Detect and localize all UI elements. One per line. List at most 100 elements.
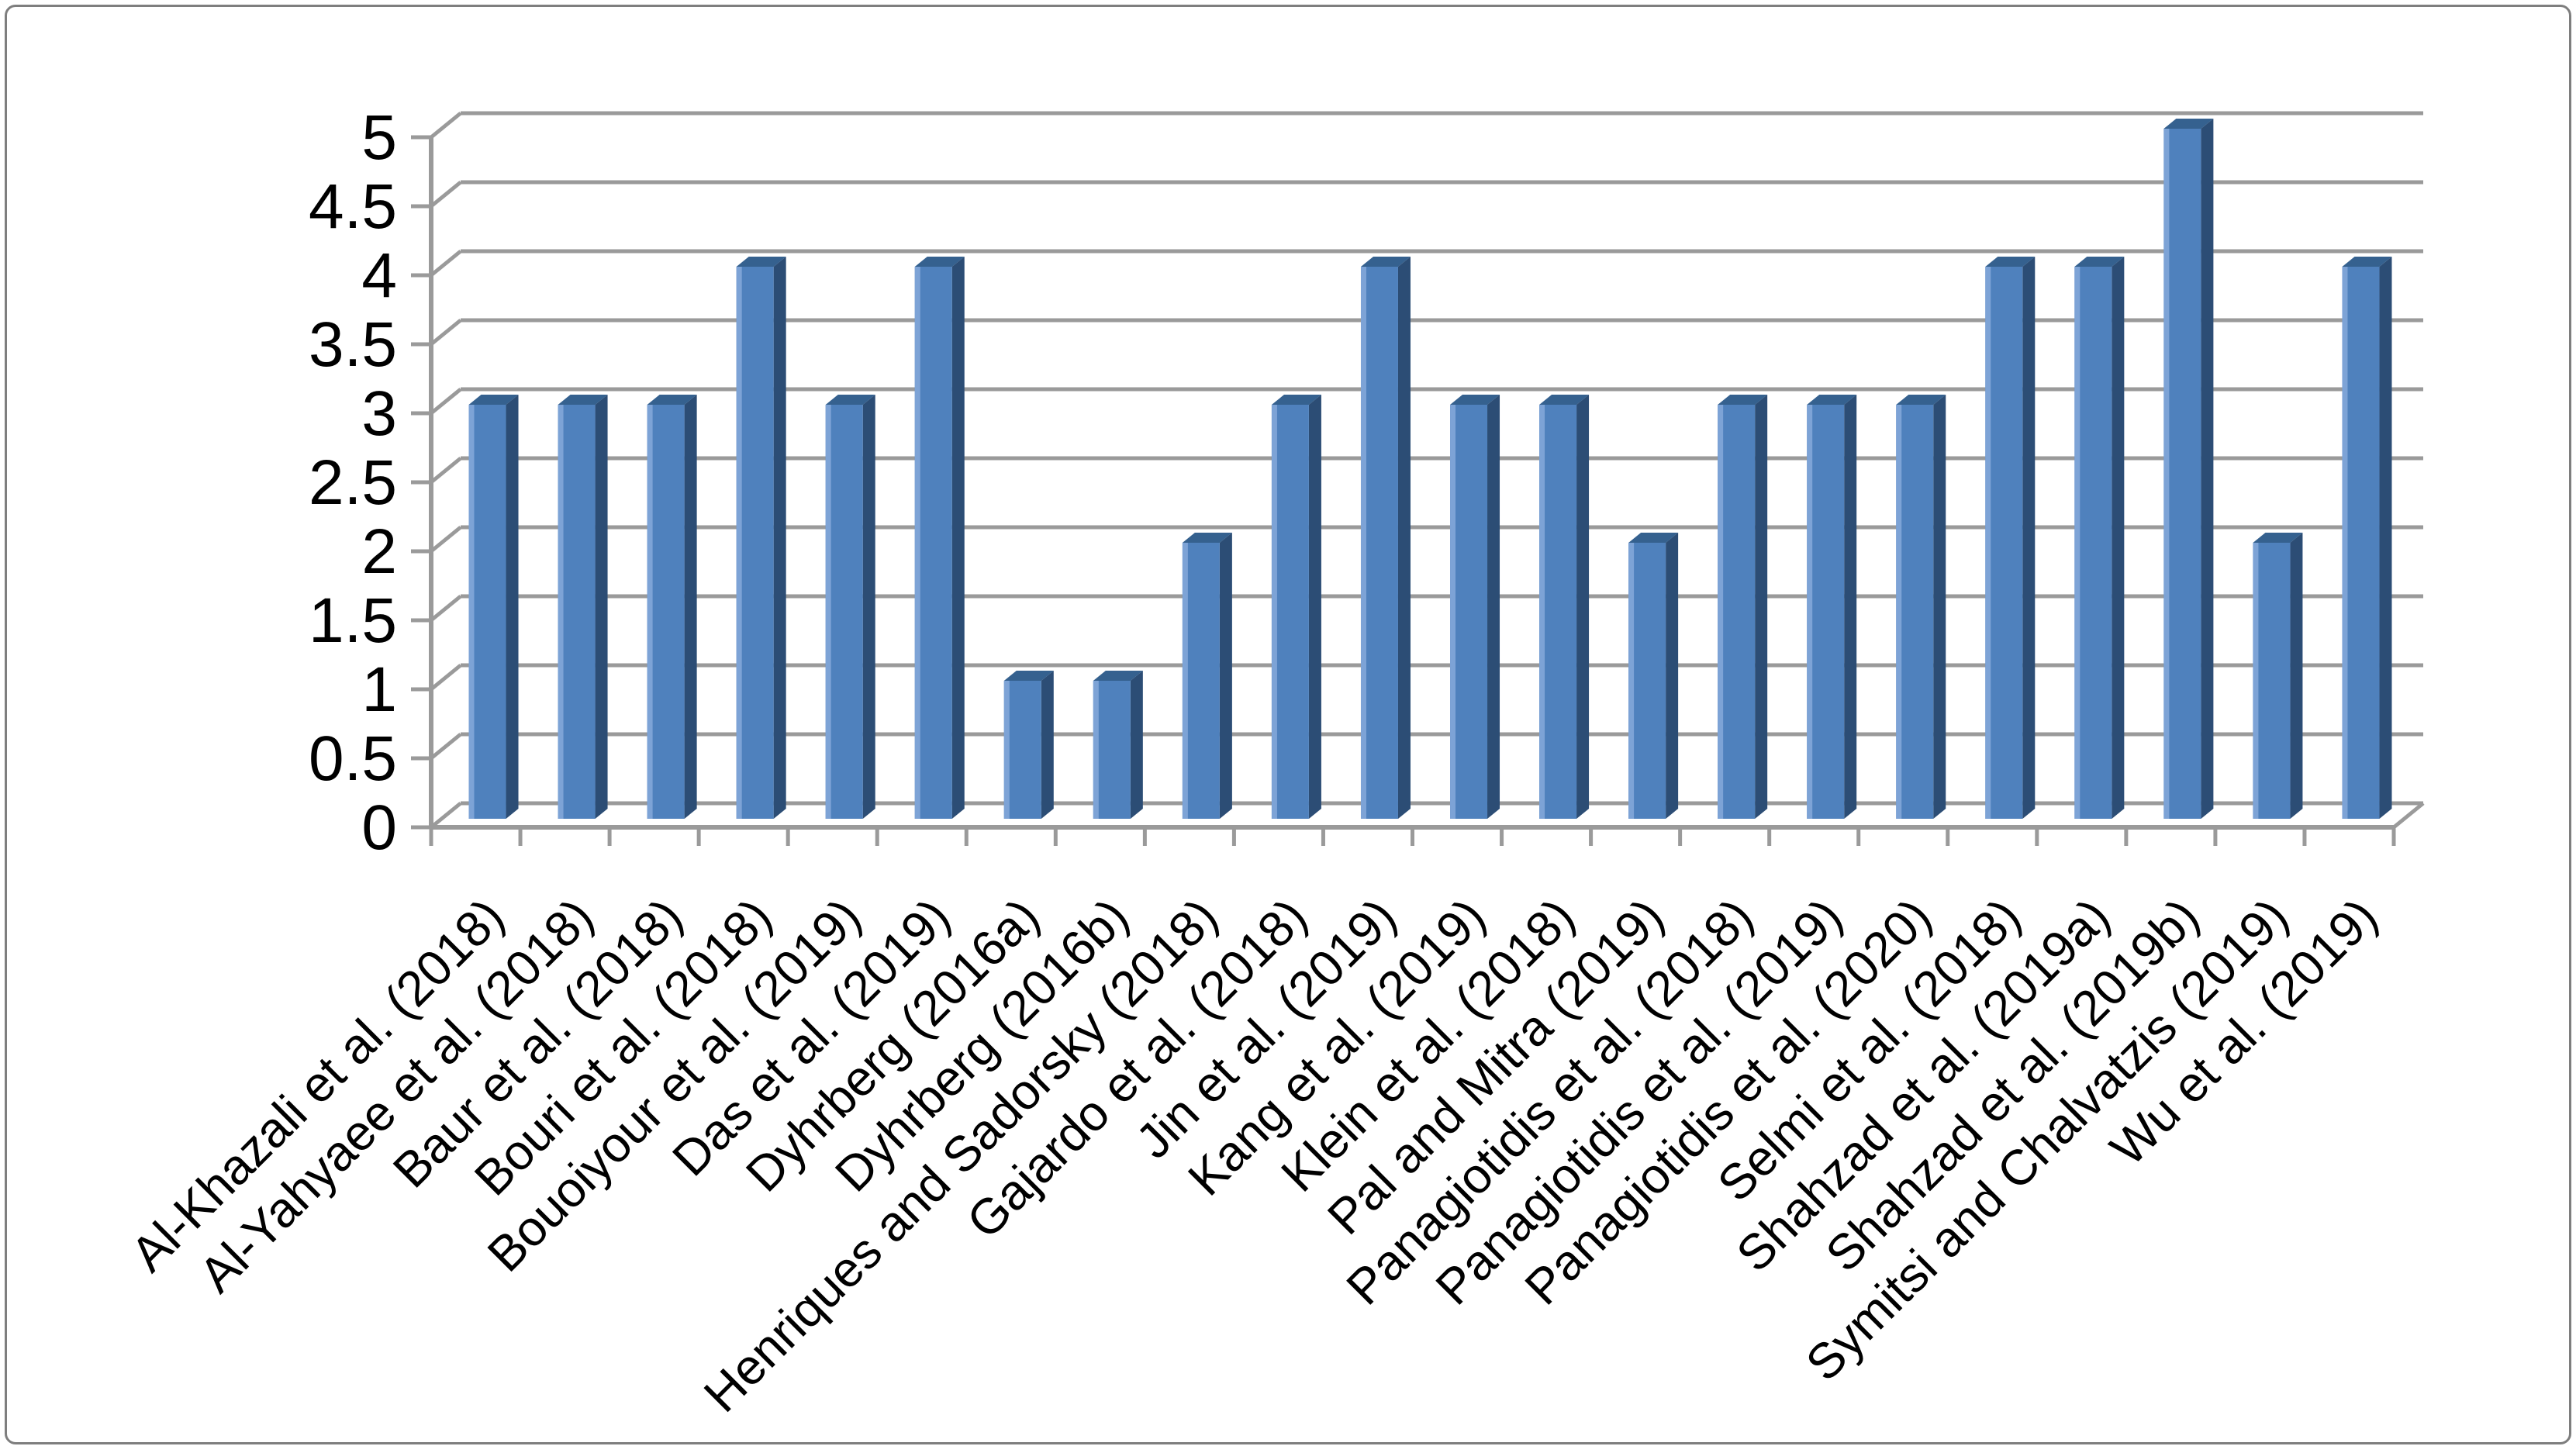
bar-top-face (914, 257, 965, 267)
bar-front-face (1360, 267, 1398, 819)
bar-highlight-edge (647, 405, 653, 819)
bar-top-face (736, 257, 786, 267)
bar-front-face (1182, 543, 1220, 819)
gridline-connector (430, 595, 462, 622)
bar-side-face (506, 395, 519, 819)
y-tick-label: 0 (361, 792, 397, 863)
bar-front-face (1718, 405, 1756, 819)
bar-top-face (1718, 395, 1768, 405)
bar-top-face (2342, 257, 2392, 267)
bar-highlight-edge (1003, 681, 1010, 819)
y-tick-label: 1 (361, 654, 397, 725)
bar-front-face (2163, 129, 2201, 819)
y-tick-label: 4 (361, 240, 397, 311)
bar-front-face (1003, 681, 1041, 819)
bar (2163, 119, 2214, 819)
gridline-connector (430, 112, 462, 139)
bar (558, 395, 608, 819)
bar-highlight-edge (1896, 405, 1902, 819)
bar-front-face (1093, 681, 1131, 819)
bar-top-face (1093, 671, 1143, 681)
bar-side-face (1576, 395, 1590, 819)
bar (1182, 533, 1232, 819)
bar-highlight-edge (736, 267, 742, 819)
bar-side-face (1041, 671, 1054, 819)
bar-side-face (1933, 395, 1946, 819)
gridline-connector (430, 388, 462, 415)
bar (468, 395, 519, 819)
y-tick-label: 0.5 (309, 723, 397, 794)
bar (1450, 395, 1500, 819)
bar-highlight-edge (1360, 267, 1366, 819)
bar-highlight-edge (2342, 267, 2348, 819)
gridline-connector (430, 664, 462, 691)
bar-top-face (2253, 533, 2303, 543)
bar-front-face (2342, 267, 2380, 819)
bar-side-face (684, 395, 697, 819)
y-tick-label: 2 (361, 516, 397, 587)
bar-top-face (558, 395, 608, 405)
y-tick-label: 4.5 (309, 171, 397, 242)
bar-side-face (1308, 395, 1321, 819)
bar-highlight-edge (1093, 681, 1099, 819)
gridline-connector (430, 733, 462, 760)
bar-top-face (1450, 395, 1500, 405)
bar-side-face (773, 257, 786, 819)
gridline-connector (430, 802, 462, 829)
bar-front-face (1271, 405, 1309, 819)
bar-highlight-edge (1182, 543, 1188, 819)
bar-side-face (1755, 395, 1768, 819)
bar (736, 257, 786, 819)
bar-side-face (2201, 119, 2214, 819)
bar-top-face (825, 395, 875, 405)
bar-top-face (1985, 257, 2036, 267)
bar-front-face (1896, 405, 1934, 819)
bar-front-face (468, 405, 506, 819)
bar-highlight-edge (2253, 543, 2259, 819)
bar-highlight-edge (1539, 405, 1545, 819)
bar-side-face (1219, 533, 1232, 819)
bar-front-face (558, 405, 596, 819)
bar-top-face (1628, 533, 1679, 543)
y-tick-label: 2.5 (309, 447, 397, 518)
bar (825, 395, 875, 819)
y-tick-label: 1.5 (309, 585, 397, 656)
bar (647, 395, 697, 819)
bar (1539, 395, 1590, 819)
bar-top-face (2163, 119, 2214, 129)
bar (1985, 257, 2036, 819)
bar-side-face (951, 257, 965, 819)
bar (1271, 395, 1321, 819)
bar (914, 257, 965, 819)
gridline-connector (430, 181, 462, 208)
bar-top-face (1360, 257, 1411, 267)
bar-highlight-edge (1271, 405, 1277, 819)
bar-highlight-edge (468, 405, 475, 819)
y-tick-label: 5 (361, 102, 397, 173)
bar-highlight-edge (825, 405, 831, 819)
bar-highlight-edge (1807, 405, 1813, 819)
bar-highlight-edge (914, 267, 920, 819)
bar-side-face (2379, 257, 2392, 819)
bar-side-face (1844, 395, 1857, 819)
bar-top-face (1003, 671, 1054, 681)
bar-highlight-edge (1628, 543, 1635, 819)
bar-front-face (1450, 405, 1488, 819)
bar (1003, 671, 1054, 819)
bar-side-face (1666, 533, 1679, 819)
bar-highlight-edge (2074, 267, 2080, 819)
bar-highlight-edge (558, 405, 564, 819)
bar-highlight-edge (1985, 267, 1991, 819)
bar (1628, 533, 1679, 819)
bar-top-face (1896, 395, 1946, 405)
bar-side-face (2112, 257, 2125, 819)
bar-front-face (1985, 267, 2023, 819)
bar-front-face (2253, 543, 2291, 819)
bar-front-face (1807, 405, 1845, 819)
bar-highlight-edge (1718, 405, 1724, 819)
bar (1093, 671, 1143, 819)
bar (2342, 257, 2392, 819)
bar-side-face (595, 395, 608, 819)
